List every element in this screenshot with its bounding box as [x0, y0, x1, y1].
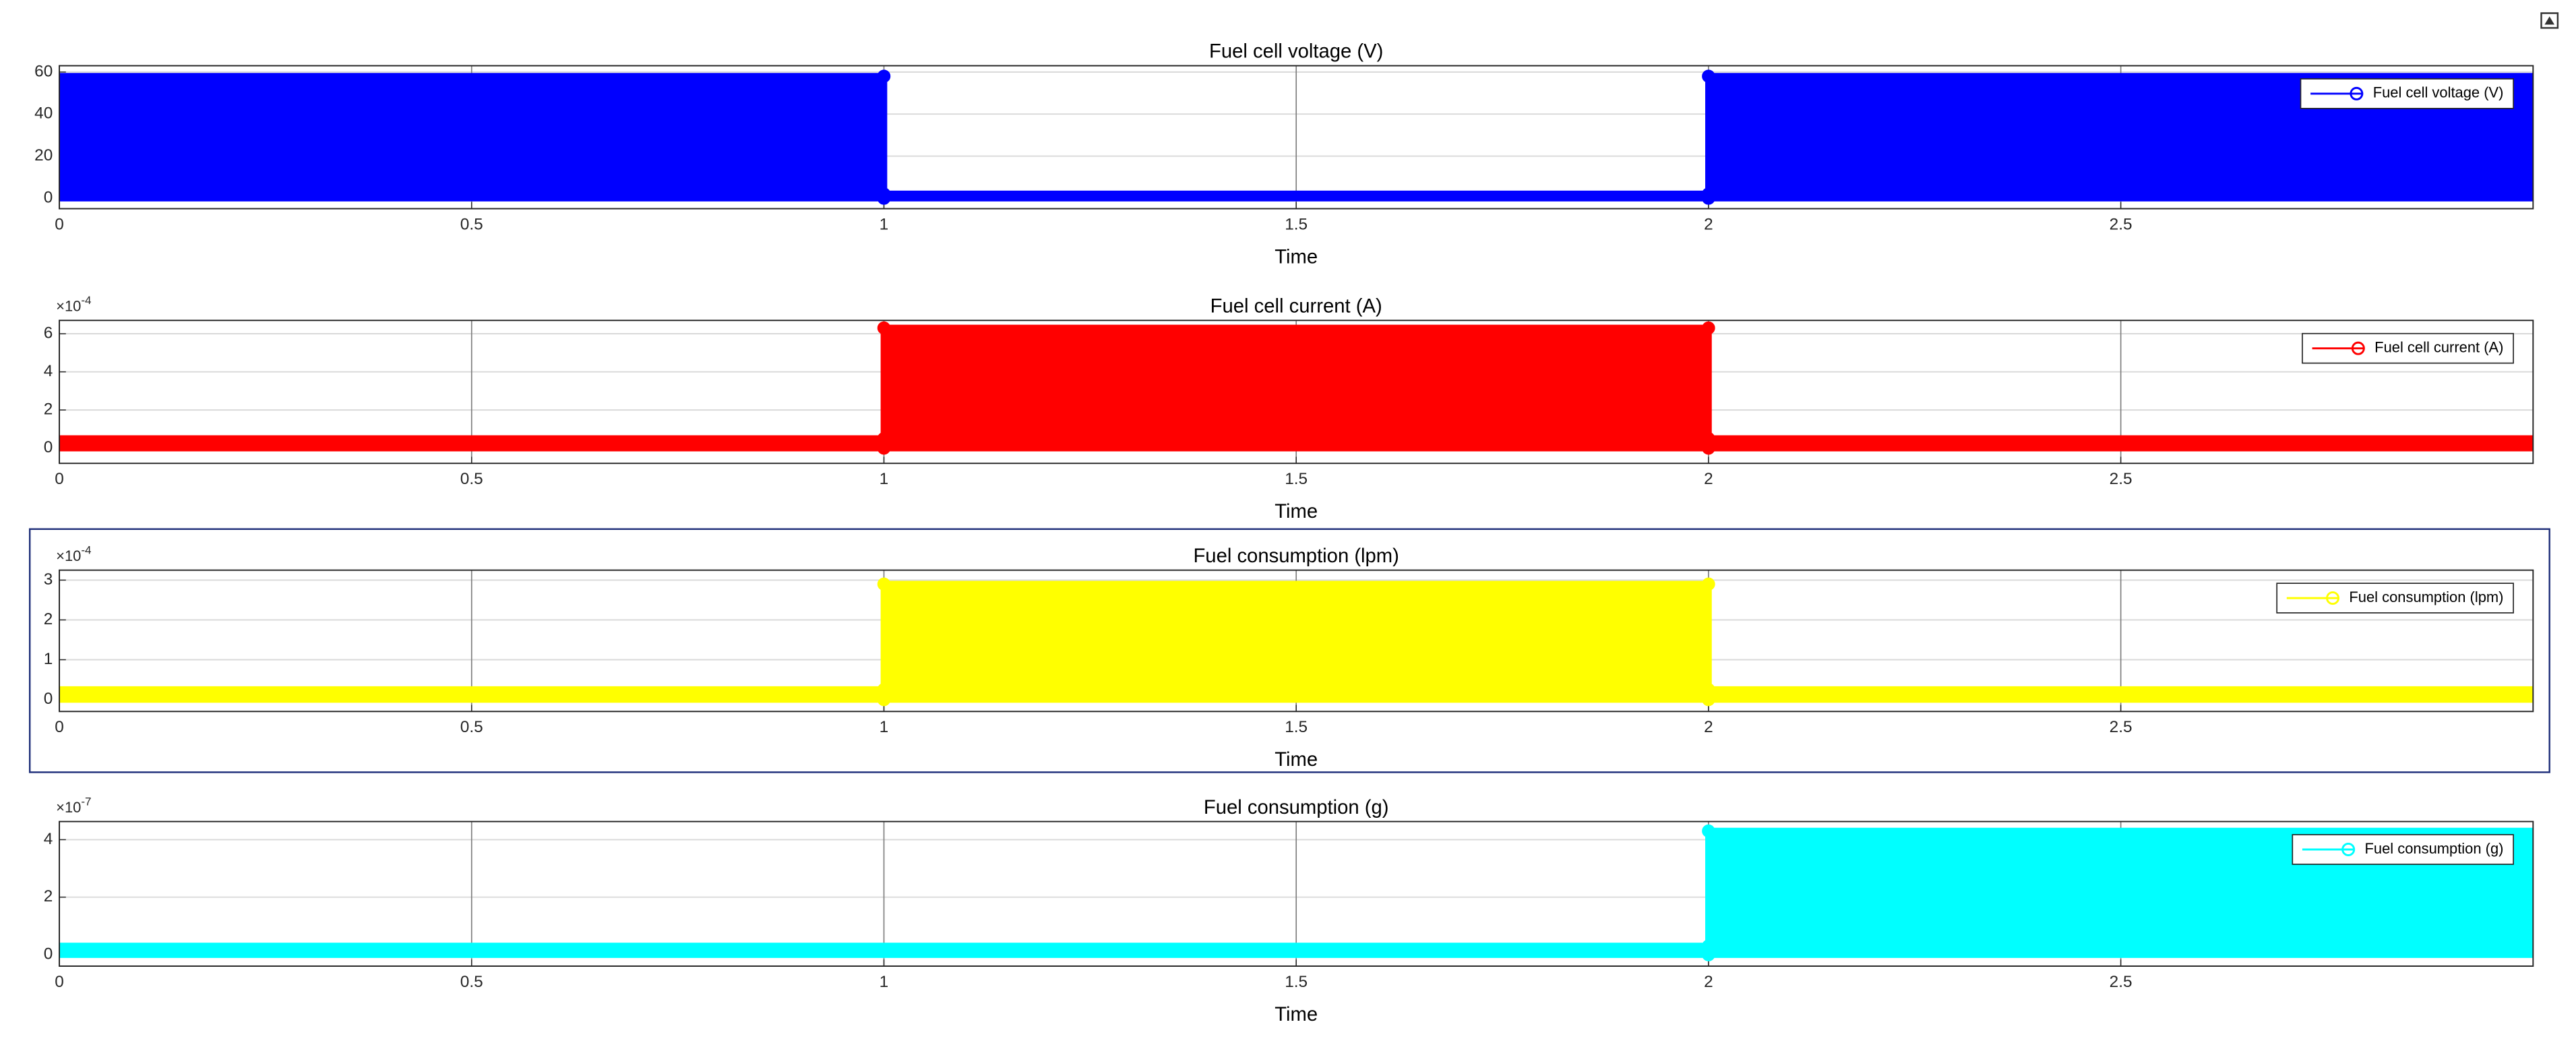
x-tick-label: 2	[1704, 973, 1713, 991]
x-tick-label: 0	[55, 973, 64, 991]
x-tick-label: 2.5	[2110, 215, 2133, 233]
legend-label: Fuel cell voltage (V)	[2373, 84, 2504, 101]
legend-marker	[2351, 341, 2365, 355]
subplot: 0 2 4 0 0.5 1 1.5 2 2.5 Fuel consumption (g) Time ×…	[44, 795, 2534, 1025]
x-tick-label: 2.5	[2110, 973, 2133, 991]
y-tick-label: 2	[44, 887, 53, 905]
marker	[1702, 441, 1715, 455]
subplot: 0 20 40 60 0 0.5 1 1.5 2 2.5 Fuel cell voltage (V)…	[34, 41, 2534, 268]
marker	[877, 191, 891, 205]
y-tick-label: 4	[44, 830, 53, 848]
y-tick-label: 0	[44, 690, 53, 708]
x-tick-label: 2	[1704, 215, 1713, 233]
legend-marker	[2326, 591, 2340, 605]
x-tick-label: 0.5	[460, 215, 483, 233]
legend-label: Fuel consumption (g)	[2365, 840, 2504, 857]
x-axis-label: Time	[1275, 749, 1318, 771]
icon-arrow[interactable]	[2544, 16, 2555, 25]
legend: Fuel consumption (g)	[2292, 834, 2514, 865]
legend-label: Fuel cell current (A)	[2374, 338, 2503, 355]
scale-exponent: -4	[81, 543, 91, 556]
x-tick-label: 0.5	[460, 470, 483, 488]
x-tick-label: 1.5	[1285, 973, 1308, 991]
x-axis-label: Time	[1275, 501, 1318, 522]
marker	[1702, 191, 1715, 205]
x-tick-label: 0	[55, 470, 64, 488]
axes-box	[59, 569, 2534, 713]
x-tick-label: 2	[1704, 470, 1713, 488]
x-tick-label: 1	[880, 470, 889, 488]
scale-exponent: -4	[81, 293, 91, 306]
axes-box	[59, 820, 2534, 967]
y-tick-label: 1	[44, 650, 53, 668]
x-tick-label: 0.5	[460, 973, 483, 991]
x-tick-label: 1.5	[1285, 718, 1308, 736]
x-tick-label: 0	[55, 215, 64, 233]
scale-base: ×10	[56, 799, 81, 816]
y-tick-label: 0	[44, 188, 53, 206]
subplot: 0 2 4 6 0 0.5 1 1.5 2 2.5 Fuel cell current (A) Tim…	[44, 293, 2534, 522]
y-tick-label: 0	[44, 438, 53, 456]
marker	[1702, 321, 1715, 335]
legend: Fuel consumption (lpm)	[2276, 583, 2514, 614]
y-tick-label: 20	[34, 146, 53, 165]
x-tick-label: 1.5	[1285, 215, 1308, 233]
x-tick-label: 2	[1704, 718, 1713, 736]
upper-line	[59, 324, 2534, 442]
x-tick-label: 2.5	[2110, 718, 2133, 736]
y-tick-label: 6	[44, 324, 53, 342]
marker	[1702, 948, 1715, 961]
subplot-title: Fuel cell current (A)	[1210, 295, 1382, 317]
y-scale-label: ×10-7	[56, 795, 91, 816]
upper-line	[59, 580, 2534, 693]
marker	[877, 692, 891, 707]
x-tick-label: 1	[880, 973, 889, 991]
x-axis-label: Time	[1275, 246, 1318, 268]
legend-marker	[2341, 842, 2356, 856]
y-tick-label: 40	[34, 104, 53, 123]
marker	[877, 321, 891, 335]
upper-line	[59, 73, 2534, 198]
y-tick-label: 2	[44, 610, 53, 628]
subplot: 0 1 2 3 0 0.5 1 1.5 2 2.5 Fuel consumption (lpm) Ti…	[44, 543, 2534, 771]
undock-icon[interactable]	[2540, 12, 2559, 29]
y-tick-label: 0	[44, 945, 53, 963]
upper-line	[59, 827, 2534, 950]
y-scale-label: ×10-4	[56, 543, 91, 564]
x-tick-label: 0	[55, 718, 64, 736]
y-scale-label: ×10-4	[56, 293, 91, 314]
x-tick-label: 0.5	[460, 718, 483, 736]
y-tick-label: 2	[44, 400, 53, 419]
marker	[1702, 824, 1715, 838]
scale-base: ×10	[56, 547, 81, 564]
legend-label: Fuel consumption (lpm)	[2349, 589, 2503, 605]
x-axis-label: Time	[1275, 1004, 1318, 1025]
scale-base: ×10	[56, 298, 81, 315]
legend: Fuel cell current (A)	[2302, 332, 2514, 364]
marker	[1702, 69, 1715, 83]
scale-exponent: -7	[81, 795, 91, 808]
marker	[877, 69, 891, 83]
axes-box	[59, 65, 2534, 210]
x-tick-label: 1.5	[1285, 470, 1308, 488]
marker	[877, 577, 891, 591]
legend-marker	[2350, 86, 2364, 100]
legend: Fuel cell voltage (V)	[2300, 78, 2514, 109]
y-tick-label: 4	[44, 362, 53, 380]
x-tick-label: 2.5	[2110, 470, 2133, 488]
selected-frame	[28, 528, 2550, 773]
x-tick-label: 1	[880, 718, 889, 736]
x-tick-label: 1	[880, 215, 889, 233]
marker	[1702, 577, 1715, 591]
marker	[1702, 692, 1715, 707]
y-tick-label: 60	[34, 62, 53, 80]
y-tick-label: 3	[44, 570, 53, 589]
subplot-title: Fuel cell voltage (V)	[1209, 41, 1383, 63]
marker	[877, 441, 891, 455]
subplot-title: Fuel consumption (lpm)	[1193, 545, 1399, 567]
subplot-title: Fuel consumption (g)	[1204, 797, 1389, 818]
axes-box	[59, 320, 2534, 465]
